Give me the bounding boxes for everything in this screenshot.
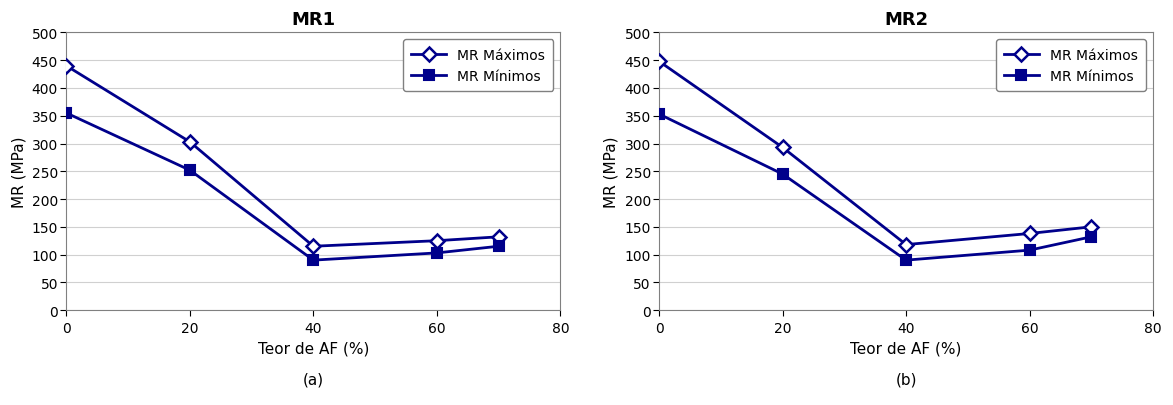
MR Mínimos [1084,235,1098,240]
MR Mínimos [183,168,197,173]
MR Máximos [1084,225,1098,230]
MR Máximos [429,239,443,243]
MR Mínimos [491,244,506,249]
MR Mínimos [306,258,320,263]
MR Máximos [899,243,913,247]
MR Mínimos [775,172,789,177]
Y-axis label: MR (MPa): MR (MPa) [11,136,26,207]
MR Máximos [1023,232,1037,237]
MR Mínimos [60,111,74,116]
MR Máximos [775,146,789,151]
MR Mínimos [429,251,443,256]
MR Máximos [491,235,506,240]
MR Máximos [652,60,666,65]
Y-axis label: MR (MPa): MR (MPa) [604,136,619,207]
X-axis label: Teor de AF (%): Teor de AF (%) [258,341,369,356]
Line: MR Mínimos: MR Mínimos [655,110,1097,265]
Text: (a): (a) [303,371,324,386]
Legend: MR Máximos, MR Mínimos: MR Máximos, MR Mínimos [404,40,554,92]
Legend: MR Máximos, MR Mínimos: MR Máximos, MR Mínimos [996,40,1146,92]
MR Mínimos [1023,248,1037,253]
MR Máximos [183,140,197,145]
MR Máximos [306,244,320,249]
Line: MR Máximos: MR Máximos [61,62,503,252]
MR Mínimos [652,112,666,117]
MR Mínimos [899,258,913,263]
Title: MR2: MR2 [884,11,928,29]
Line: MR Mínimos: MR Mínimos [61,109,503,265]
MR Máximos [60,64,74,69]
Text: (b): (b) [895,371,917,386]
Line: MR Máximos: MR Máximos [655,58,1097,250]
X-axis label: Teor de AF (%): Teor de AF (%) [850,341,962,356]
Title: MR1: MR1 [291,11,335,29]
